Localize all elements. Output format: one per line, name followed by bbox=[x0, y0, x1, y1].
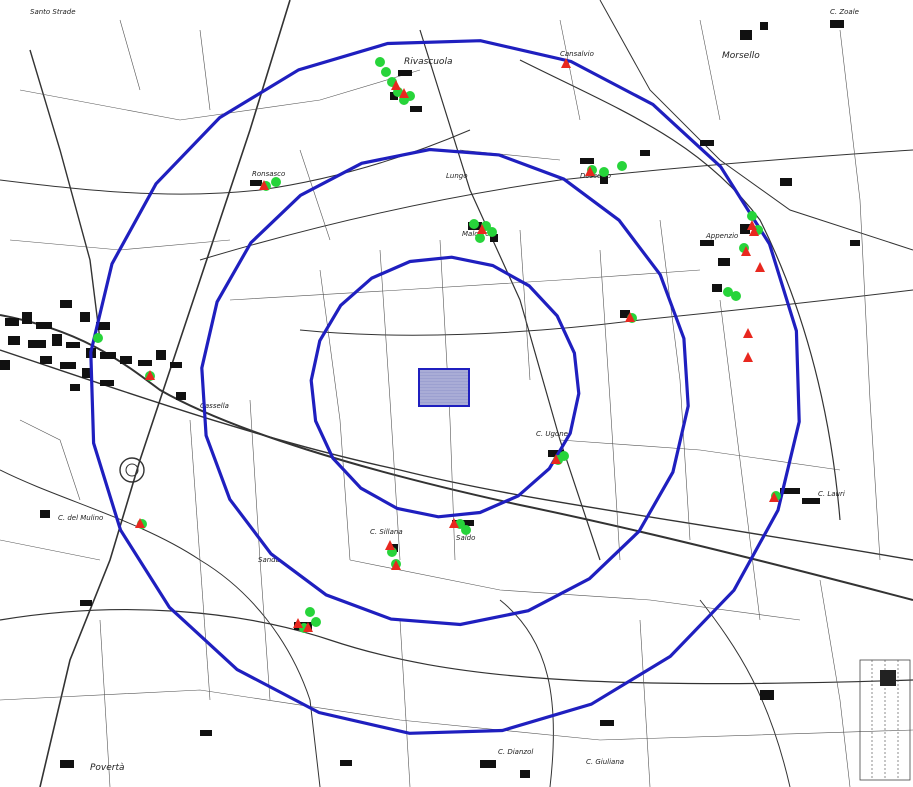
ring-outer bbox=[89, 39, 801, 735]
residential-grid bbox=[859, 659, 911, 781]
receptor-red-marker[interactable] bbox=[293, 618, 303, 628]
buffer-rings bbox=[89, 39, 801, 735]
label-malcaro: Malcaro bbox=[462, 230, 490, 238]
receptor-red-marker[interactable] bbox=[145, 370, 155, 380]
receptor-green-marker[interactable] bbox=[305, 607, 315, 617]
receptor-red-marker[interactable] bbox=[585, 166, 595, 176]
label-c-dianzol: C. Dianzol bbox=[498, 748, 533, 756]
receptor-red-marker[interactable] bbox=[135, 518, 145, 528]
town-buildings bbox=[0, 300, 186, 400]
receptor-red-marker[interactable] bbox=[551, 454, 561, 464]
receptor-green-marker[interactable] bbox=[375, 57, 385, 67]
receptor-green-marker[interactable] bbox=[381, 67, 391, 77]
receptor-red-marker[interactable] bbox=[625, 312, 635, 322]
receptor-red-marker[interactable] bbox=[749, 226, 759, 236]
receptor-red-marker[interactable] bbox=[477, 224, 487, 234]
receptor-green-marker[interactable] bbox=[487, 227, 497, 237]
place-labels: Rivascuola Cansalvio Morsello Santo Stra… bbox=[30, 8, 859, 773]
ring-middle bbox=[200, 147, 690, 627]
receptor-red-marker[interactable] bbox=[303, 622, 313, 632]
label-appenzio: Appenzio bbox=[705, 232, 738, 240]
receptor-green-marker[interactable] bbox=[469, 219, 479, 229]
ring-inner bbox=[309, 255, 581, 519]
receptor-green-marker[interactable] bbox=[731, 291, 741, 301]
receptor-red-marker[interactable] bbox=[259, 180, 269, 190]
receptor-red-marker[interactable] bbox=[385, 540, 395, 550]
label-cassella: Cassella bbox=[200, 402, 229, 410]
receptor-red-marker[interactable] bbox=[561, 58, 571, 68]
receptor-red-marker[interactable] bbox=[743, 328, 753, 338]
label-sanda: Sanda bbox=[258, 556, 280, 564]
label-rivascuola: Rivascuola bbox=[404, 57, 452, 67]
label-c-del-mulino: C. del Mulino bbox=[58, 514, 103, 522]
label-santo-strade: Santo Strade bbox=[30, 8, 76, 16]
label-saldo: Saldo bbox=[456, 534, 475, 542]
receptor-green-marker[interactable] bbox=[747, 211, 757, 221]
receptor-green-marker[interactable] bbox=[599, 167, 609, 177]
label-morsello: Morsello bbox=[722, 51, 760, 61]
label-dossetto: Dossetto bbox=[580, 172, 611, 180]
roundabout bbox=[119, 457, 145, 483]
receptor-red-marker[interactable] bbox=[391, 560, 401, 570]
receptor-green-marker[interactable] bbox=[475, 233, 485, 243]
receptor-red-marker[interactable] bbox=[755, 262, 765, 272]
label-c-ugone: C. Ugone bbox=[536, 430, 568, 438]
label-c-sillana: C. Sillana bbox=[370, 528, 403, 536]
receptor-green-marker[interactable] bbox=[617, 161, 627, 171]
receptor-green-marker[interactable] bbox=[461, 525, 471, 535]
label-c-giuliana: C. Giuliana bbox=[586, 758, 624, 766]
receptor-green-marker[interactable] bbox=[405, 91, 415, 101]
receptor-red-marker[interactable] bbox=[747, 220, 757, 230]
receptor-green-marker[interactable] bbox=[311, 617, 321, 627]
label-poverta: Povertà bbox=[90, 763, 125, 773]
receptor-markers bbox=[93, 57, 781, 633]
label-c-zoale: C. Zoale bbox=[830, 8, 859, 16]
label-c-lauri: C. Lauri bbox=[818, 490, 845, 498]
label-lungo: Lungo bbox=[446, 172, 468, 180]
receptor-red-marker[interactable] bbox=[391, 80, 401, 90]
receptor-green-marker[interactable] bbox=[93, 333, 103, 343]
receptor-red-marker[interactable] bbox=[769, 492, 779, 502]
receptor-red-marker[interactable] bbox=[741, 246, 751, 256]
label-ronsasco: Ronsasco bbox=[252, 170, 285, 178]
receptor-red-marker[interactable] bbox=[743, 352, 753, 362]
receptor-green-marker[interactable] bbox=[271, 177, 281, 187]
site-area[interactable] bbox=[418, 368, 470, 407]
receptor-green-marker[interactable] bbox=[723, 287, 733, 297]
receptor-red-marker[interactable] bbox=[449, 518, 459, 528]
receptor-red-marker[interactable] bbox=[399, 88, 409, 98]
label-cansalvio: Cansalvio bbox=[560, 50, 594, 58]
